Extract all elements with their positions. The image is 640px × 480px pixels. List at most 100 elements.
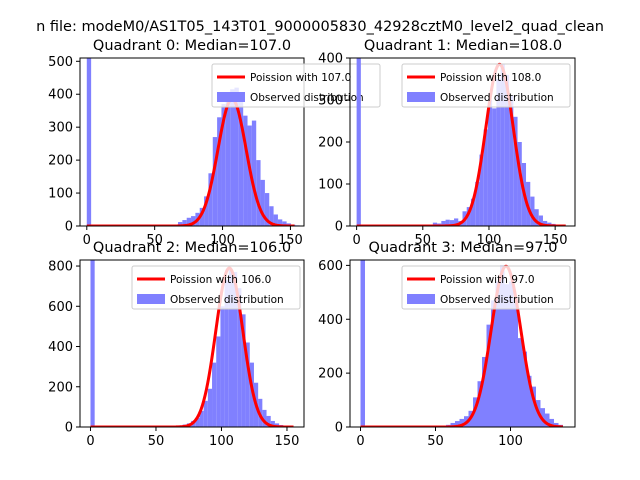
y-tick-label: 800 [48,260,73,275]
y-tick-label: 200 [318,367,343,382]
legend-poisson-label: Poission with 107.0 [250,72,351,84]
histogram-bar [518,338,523,427]
legend-hist-label: Observed distribution [250,92,364,104]
histogram-bar [251,120,257,226]
histogram-bar [449,220,455,226]
y-tick-label: 0 [335,421,343,436]
legend-hist-swatch [137,294,165,304]
x-tick-label: 150 [278,233,303,248]
histogram-bar [233,272,238,427]
histogram-bar [530,196,535,226]
histogram-bar [249,362,254,427]
y-tick-label: 400 [318,52,343,67]
histogram-bar [228,270,234,427]
histogram-bar [487,100,493,226]
x-tick-label: 0 [83,233,91,248]
histogram-bar [217,117,222,226]
histogram-bar [504,284,509,427]
x-tick-label: 0 [352,233,360,248]
histogram-bar [241,314,246,427]
x-tick-label: 150 [275,434,300,449]
y-tick-label: 400 [48,340,73,355]
histogram-bar [186,217,192,226]
histogram-bar [220,306,225,427]
histogram-bar [475,181,480,226]
plot-area: 0 50 100 150 0 100 200 300 400 500 [48,55,305,248]
plot-contents [355,58,567,226]
legend: Poission with 108.0 Observed distributio… [401,63,571,108]
histogram-bar [509,281,514,427]
histogram-bar [500,265,505,427]
y-tick-label: 600 [48,300,73,315]
histogram-bar [496,79,501,226]
x-tick-label: 50 [146,233,163,248]
x-tick-label: 150 [543,233,568,248]
histogram-bar [224,280,229,427]
poisson-curve [359,264,564,427]
subplot-quadrant-2: Quadrant 2: Median=106.0 0 50 100 150 0 200 40… [48,240,305,449]
poisson-curve [355,62,567,226]
legend-poisson-label: Poission with 97.0 [440,274,535,286]
legend-hist-label: Observed distribution [440,294,554,306]
y-tick-label: 400 [318,313,343,328]
subplot-quadrant-0: Quadrant 0: Median=107.0 0 50 100 150 0 100 20… [48,38,381,248]
plot-area: 0 50 100 150 0 100 200 300 400 [318,52,576,248]
histogram-bar [500,64,505,226]
histogram-bar [441,220,446,226]
histogram-bar [534,209,539,226]
histogram-bar [531,386,536,427]
subplot-quadrant-1: Quadrant 1: Median=108.0 0 50 100 150 0 100 20… [318,38,576,248]
histogram-bar [225,100,231,226]
subplot-title: Quadrant 1: Median=108.0 [364,38,562,54]
x-tick-label: 50 [415,233,432,248]
histogram-bar [445,219,450,226]
histogram-bar [455,421,460,427]
histogram-bar [208,173,213,226]
histogram-bar [256,160,261,226]
x-tick-label: 100 [209,434,234,449]
histogram-bar [212,362,217,427]
histogram-bar [237,288,242,427]
histogram-bar [450,422,455,427]
histogram-bar [356,58,361,226]
histogram-bar [542,220,548,226]
y-tick-label: 200 [48,154,73,169]
x-tick-label: 50 [148,434,165,449]
y-tick-label: 300 [318,94,343,109]
legend-hist-swatch [407,92,435,102]
axes-frame [79,259,305,428]
y-tick-label: 0 [65,421,73,436]
histogram-bar [479,154,484,226]
histogram-bar [178,222,183,226]
histogram-bar [432,222,438,226]
legend-hist-label: Observed distribution [170,294,284,306]
subplot-title: Quadrant 2: Median=106.0 [93,240,291,256]
histogram-bar [554,422,559,427]
x-tick-label: 50 [427,434,444,449]
plot-contents [89,260,295,427]
y-tick-label: 100 [48,187,73,202]
legend-frame [131,265,301,310]
histogram-bar [513,116,518,226]
histogram-bar [273,214,278,226]
histogram-bar [545,413,550,427]
axes-frame [349,259,576,428]
x-tick-label: 100 [477,233,502,248]
histogram-bar [212,137,218,226]
legend-poisson-label: Poission with 108.0 [440,72,541,84]
x-tick-label: 0 [86,434,94,449]
histogram-bar [495,281,500,427]
histogram-bar [509,95,514,226]
y-tick-label: 200 [318,136,343,151]
y-tick-label: 0 [65,220,73,235]
subplot-title: Quadrant 3: Median=97.0 [369,240,558,256]
legend: Poission with 107.0 Observed distributio… [211,63,381,108]
histogram-bar [203,400,208,427]
histogram-bar [360,260,365,427]
histogram-bar [549,418,554,427]
histogram-bar [266,415,271,427]
histogram-bar [199,207,205,226]
legend: Poission with 97.0 Observed distribution [401,265,571,310]
plot-contents [359,260,564,427]
histogram-bar [264,193,270,226]
